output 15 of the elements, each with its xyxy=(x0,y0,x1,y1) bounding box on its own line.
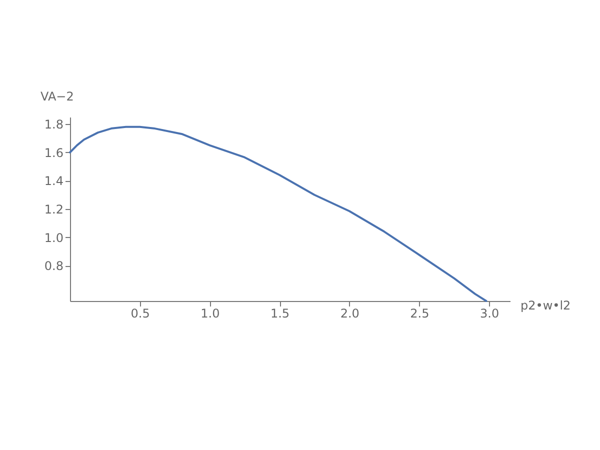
x-tick-label: 1.0 xyxy=(200,306,220,320)
x-tick-label: 3.0 xyxy=(480,306,500,320)
x-tick-label: 1.5 xyxy=(270,306,290,320)
y-tick-label: 1.2 xyxy=(44,202,64,216)
y-tick-label: 1.4 xyxy=(44,174,64,188)
line-series xyxy=(69,126,488,302)
y-tick-label: 1.0 xyxy=(44,230,64,245)
y-tick-label: 1.6 xyxy=(44,146,64,160)
x-tick-label: 2.5 xyxy=(410,306,430,320)
y-tick-label: 0.8 xyxy=(44,259,64,274)
y-axis-title: VA−2 xyxy=(40,90,74,104)
x-axis-title: p2•w•l2 xyxy=(520,298,571,312)
x-tick-label: 2.0 xyxy=(340,306,360,320)
y-tick-label: 1.8 xyxy=(44,118,64,132)
x-tick-label: 0.5 xyxy=(130,306,150,320)
